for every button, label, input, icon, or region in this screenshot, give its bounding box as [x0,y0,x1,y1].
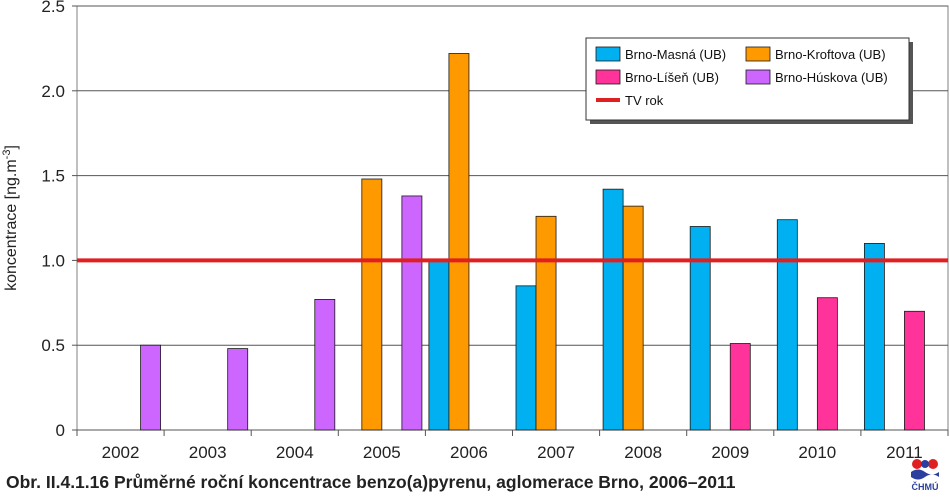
bar-brno-masn-ub- [515,285,537,431]
chmu-logo-text: ČHMÚ [911,482,939,492]
bar-brno-masn-ub- [689,226,711,431]
bar-brno-kroftova-ub- [622,205,644,431]
y-tick-label: 0 [56,421,65,440]
x-tick-label: 2003 [189,443,227,462]
bar-brno-kroftova-ub- [361,178,383,431]
legend-swatch [745,46,771,62]
legend-label: Brno-Líšeň (UB) [625,70,719,85]
legend-swatch [745,69,771,85]
bar-brno-h-skova-ub- [401,195,423,431]
bar-brno-h-skova-ub- [314,299,336,431]
bar-brno-h-skova-ub- [140,344,162,431]
chmu-logo: ČHMÚ [905,455,945,495]
x-tick-label: 2008 [624,443,662,462]
x-tick-label: 2006 [450,443,488,462]
bar-brno-masn-ub- [863,243,885,431]
y-tick-label: 2.0 [41,82,65,101]
legend-label: TV rok [625,93,664,108]
figure-caption: Obr. II.4.1.16 Průměrné roční koncentrac… [6,472,736,492]
x-tick-label: 2009 [711,443,749,462]
x-tick-label: 2002 [102,443,140,462]
x-tick-label: 2004 [276,443,314,462]
bar-brno-l-e-ub- [729,343,751,431]
legend-label: Brno-Kroftova (UB) [775,47,886,62]
legend-swatch [595,69,621,85]
legend-label: Brno-Húskova (UB) [775,70,888,85]
y-tick-label: 1.5 [41,167,65,186]
bar-brno-l-e-ub- [816,297,838,431]
x-tick-label: 2007 [537,443,575,462]
chart-svg: 0 0.5 1.0 1.5 2.0 2.5 2002 2003 2004 2005 2006 2007… [1,0,949,462]
chmu-logo-icon [911,459,939,480]
bar-brno-l-e-ub- [904,310,925,431]
bar-brno-h-skova-ub- [227,348,249,431]
y-tick-label: 1.0 [41,251,65,270]
bar-brno-masn-ub- [776,219,798,431]
x-tick-label: 2011 [886,443,923,462]
x-tick-label: 2010 [798,443,836,462]
legend-swatch [595,46,621,62]
y-tick-label: 0.5 [41,336,65,355]
bar-brno-masn-ub- [602,188,624,431]
bar-brno-kroftova-ub- [535,215,557,431]
y-tick-label: 2.5 [41,0,65,16]
legend-label: Brno-Masná (UB) [625,47,726,62]
x-tick-label: 2005 [363,443,401,462]
bar-brno-kroftova-ub- [448,53,470,431]
y-axis-label: koncentrace [ng.m-3] [1,145,20,291]
bar-brno-masn-ub- [428,259,450,431]
